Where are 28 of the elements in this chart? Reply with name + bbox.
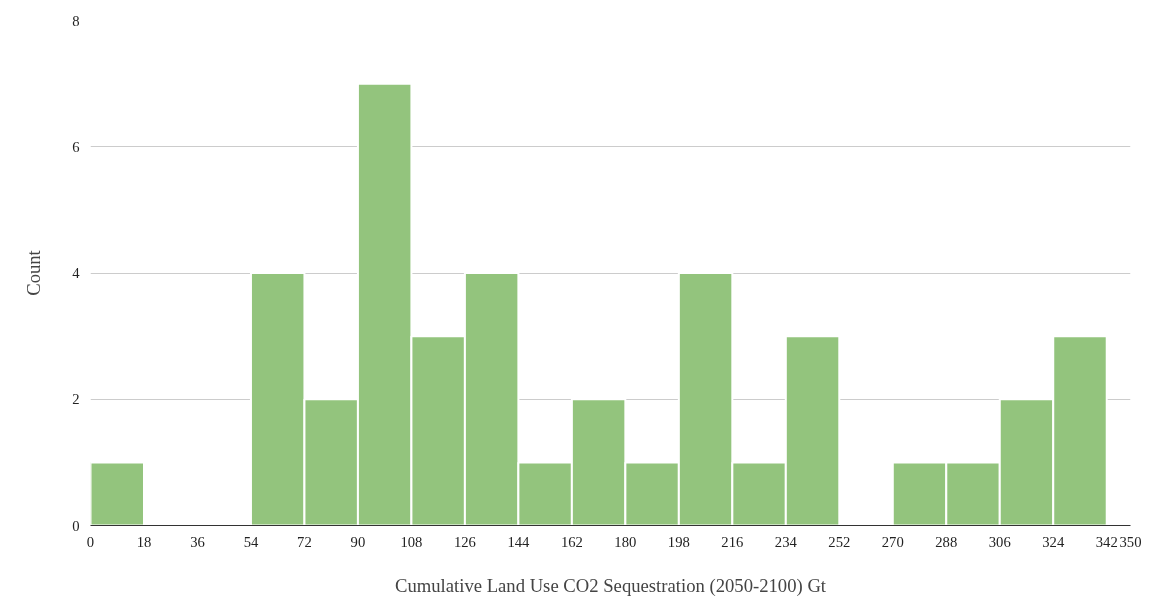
- x-axis-title: Cumulative Land Use CO2 Sequestration (2050-2100) Gt: [394, 574, 827, 597]
- x-tick-label: 324: [1042, 533, 1065, 550]
- x-tick-label: 144: [507, 533, 531, 550]
- x-tick-label: 234: [774, 533, 798, 550]
- x-tick-label: 288: [935, 533, 958, 550]
- y-tick-label: 6: [72, 138, 80, 155]
- y-tick-label: 2: [72, 391, 80, 408]
- x-tick-label: 18: [136, 533, 152, 550]
- x-tick-label: 36: [190, 533, 205, 550]
- x-tick-label: 306: [988, 533, 1011, 550]
- x-tick-label: 216: [721, 533, 744, 550]
- y-axis-title: Count: [23, 249, 45, 296]
- x-tick-label: 0: [86, 533, 95, 550]
- x-tick-label: 108: [400, 533, 423, 550]
- y-tick-label: 0: [72, 517, 80, 534]
- x-tick-label: 126: [453, 533, 476, 550]
- x-tick-label: 162: [560, 533, 583, 550]
- x-tick-label: 72: [297, 533, 312, 550]
- x-tick-label: 90: [350, 533, 366, 550]
- y-tick-label: 8: [72, 12, 80, 29]
- x-tick-label: 54: [243, 533, 259, 550]
- x-tick-label: 180: [614, 533, 637, 550]
- y-tick-label: 4: [72, 265, 81, 281]
- x-tick-label: 252: [828, 533, 851, 550]
- x-tick-label: 350: [1119, 533, 1142, 550]
- x-tick-label: 342: [1095, 533, 1118, 550]
- x-tick-label: 198: [667, 533, 690, 550]
- x-tick-label: 270: [881, 533, 904, 550]
